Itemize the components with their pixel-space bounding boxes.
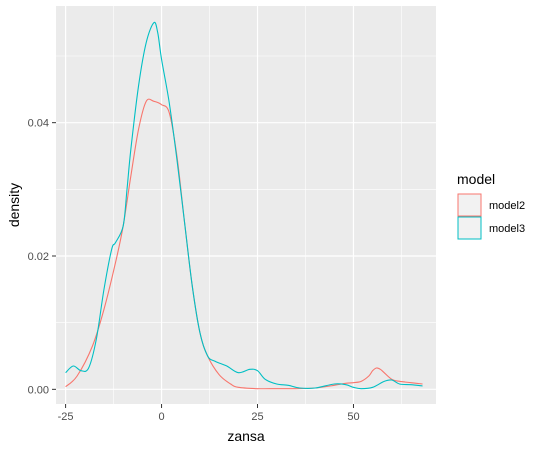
legend-label-model3: model3 [489,223,525,235]
x-axis-title: zansa [227,428,265,444]
legend-title: model [457,171,495,187]
legend-key-model3 [457,216,482,240]
x-tick-label: 25 [251,411,263,423]
y-tick-label: 0.04 [28,118,49,130]
legend-key-model2 [457,193,482,217]
plot-panel [56,6,436,404]
density-line-model2 [65,98,423,390]
x-tick-label: 50 [347,411,359,423]
legend-label-model2: model2 [489,200,525,212]
legend: model model2 model3 [457,171,525,240]
x-tick-label: -25 [58,411,74,423]
y-axis-title: density [6,183,22,227]
density-line-model3 [65,21,423,390]
series-layer [65,21,423,390]
major-gridlines [56,6,436,404]
x-axis: -25 0 25 50 [58,404,360,423]
y-axis: 0.00 0.02 0.04 [28,118,56,396]
y-tick-label: 0.00 [28,384,49,396]
x-tick-label: 0 [158,411,164,423]
y-tick-label: 0.02 [28,251,49,263]
minor-gridlines [56,6,436,404]
